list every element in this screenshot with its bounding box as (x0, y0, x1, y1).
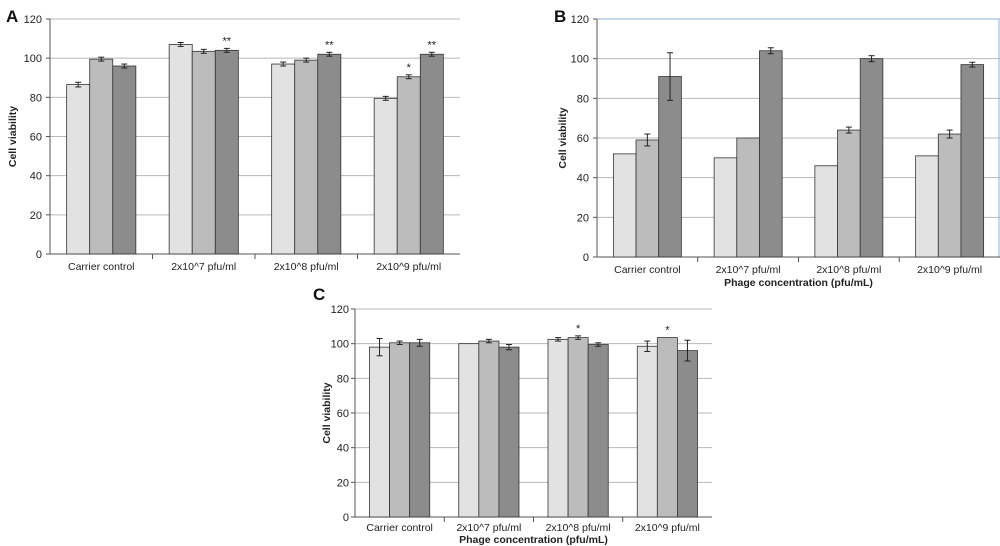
bar (587, 344, 609, 518)
bar (396, 76, 421, 255)
bar (369, 346, 390, 518)
x-category-label: 2x10^8 pfu/ml (274, 261, 339, 273)
bar (458, 343, 480, 518)
y-axis-label: Cell viability (557, 107, 569, 168)
y-tick-label: 120 (331, 304, 349, 316)
significance-marker: ** (223, 35, 232, 47)
bar (736, 137, 760, 258)
x-category-label: 2x10^7 pfu/ml (456, 522, 521, 534)
bar (656, 337, 678, 518)
y-tick-label: 120 (24, 14, 42, 26)
bar (498, 346, 520, 518)
bar (658, 76, 682, 258)
y-tick-label: 40 (30, 171, 42, 183)
y-tick-label: 60 (337, 408, 349, 420)
x-category-label: 2x10^8 pfu/ml (816, 264, 881, 276)
bar (837, 129, 861, 258)
panel-label-b: B (554, 7, 566, 26)
panel-c: C 0 20 40 60 80 100 120 Carrier control 2x10^7 pf… (313, 285, 712, 546)
bar (271, 63, 296, 255)
bar (814, 165, 838, 258)
y-tick-label: 100 (571, 54, 589, 66)
y-tick-label: 0 (36, 249, 42, 261)
bar (547, 338, 569, 518)
y-tick-label: 20 (337, 477, 349, 489)
x-category-label: 2x10^9 pfu/ml (376, 261, 441, 273)
bar (915, 155, 939, 258)
bar (389, 342, 411, 518)
y-axis-label: Cell viability (321, 382, 333, 443)
panel-b: B 0 20 40 60 80 100 120 Carrier control 2x10^7 pf… (554, 7, 1000, 289)
x-category-label: 2x10^7 pfu/ml (171, 261, 236, 273)
bar (859, 58, 884, 258)
x-category-label: 2x10^9 pfu/ml (635, 522, 700, 534)
bar (419, 53, 444, 255)
y-tick-label: 100 (331, 339, 349, 351)
bar (373, 97, 398, 255)
y-tick-label: 60 (577, 133, 589, 145)
y-tick-label: 40 (337, 443, 349, 455)
significance-marker: * (407, 62, 412, 74)
bar (478, 340, 500, 518)
significance-marker: ** (428, 39, 437, 51)
x-axis-label: Phage concentration (pfu/mL) (724, 277, 873, 289)
y-tick-label: 80 (30, 92, 42, 104)
bar (66, 84, 91, 255)
bar (214, 49, 239, 255)
y-axis-label: Cell viability (7, 106, 19, 167)
bar (612, 153, 637, 258)
y-tick-label: 20 (30, 210, 42, 222)
x-category-label: 2x10^9 pfu/ml (917, 264, 982, 276)
bar (191, 50, 216, 255)
panel-label-c: C (313, 285, 325, 304)
y-tick-label: 80 (577, 93, 589, 105)
significance-marker: * (665, 325, 670, 337)
bar (317, 53, 342, 255)
x-category-label: Carrier control (68, 261, 135, 273)
significance-marker: * (576, 323, 581, 335)
y-tick-label: 60 (30, 132, 42, 144)
bar (635, 139, 660, 258)
x-category-label: Carrier control (366, 522, 433, 534)
significance-marker: ** (325, 39, 334, 51)
panel-label-a: A (6, 7, 18, 26)
bar (759, 50, 783, 258)
x-category-label: 2x10^7 pfu/ml (716, 264, 781, 276)
bar (294, 59, 319, 255)
bar (89, 58, 114, 255)
bar (677, 350, 698, 518)
x-category-label: 2x10^8 pfu/ml (546, 522, 611, 534)
bar (636, 345, 658, 518)
y-tick-label: 20 (577, 212, 589, 224)
bar (409, 342, 431, 518)
y-tick-label: 80 (337, 373, 349, 385)
y-tick-label: 120 (571, 14, 589, 26)
bar (168, 44, 193, 255)
y-tick-label: 0 (583, 252, 589, 264)
x-category-label: Carrier control (614, 264, 681, 276)
panel-a: A 0 20 40 60 80 100 120 Carrier control 2x10^7 pf… (6, 7, 460, 273)
y-tick-label: 40 (577, 173, 589, 185)
bar (937, 133, 962, 258)
bar (567, 337, 589, 518)
bar (960, 64, 985, 258)
bar (713, 157, 738, 258)
y-tick-label: 0 (343, 512, 349, 524)
y-tick-label: 100 (24, 53, 42, 65)
x-axis-label: Phage concentration (pfu/mL) (459, 534, 608, 546)
bar (112, 65, 137, 255)
